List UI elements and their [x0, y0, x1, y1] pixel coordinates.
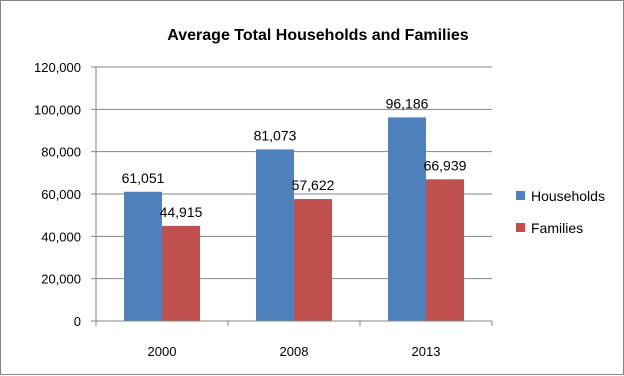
data-label: 81,073: [254, 127, 297, 143]
x-axis: 2000 2008 2013: [95, 320, 493, 359]
y-tick-label: 20,000: [41, 272, 81, 287]
legend-swatch-families: [516, 223, 525, 232]
y-tick-label: 60,000: [41, 187, 81, 202]
y-tick-label: 80,000: [41, 145, 81, 160]
data-label: 66,939: [424, 157, 467, 173]
bar-households: [256, 149, 294, 321]
data-label: 57,622: [292, 177, 335, 193]
bar-households: [124, 191, 162, 321]
bar-families: [426, 179, 464, 321]
legend-swatch-households: [516, 191, 525, 200]
x-tick-label: 2013: [412, 344, 441, 359]
data-label: 44,915: [160, 204, 203, 220]
y-tick-label: 100,000: [34, 102, 81, 117]
legend-label-households: Households: [531, 188, 605, 204]
bar-families: [162, 225, 200, 321]
bar-households: [388, 117, 426, 321]
bar-families: [294, 199, 332, 321]
x-tick-label: 2008: [280, 344, 309, 359]
bars: 61,051 44,915 81,073 57,622 96,186 66,939: [122, 95, 467, 321]
y-axis: 0 20,000 40,000 60,000 80,000 100,000 120,000: [34, 60, 97, 329]
chart-title: Average Total Households and Families: [167, 27, 469, 44]
y-tick-label: 0: [74, 314, 81, 329]
y-tick-label: 120,000: [34, 60, 81, 75]
legend: Households Families: [516, 188, 605, 236]
x-tick-label: 2000: [148, 344, 177, 359]
data-label: 96,186: [386, 95, 429, 111]
y-tick-label: 40,000: [41, 229, 81, 244]
data-label: 61,051: [122, 170, 165, 186]
legend-label-families: Families: [531, 220, 583, 236]
